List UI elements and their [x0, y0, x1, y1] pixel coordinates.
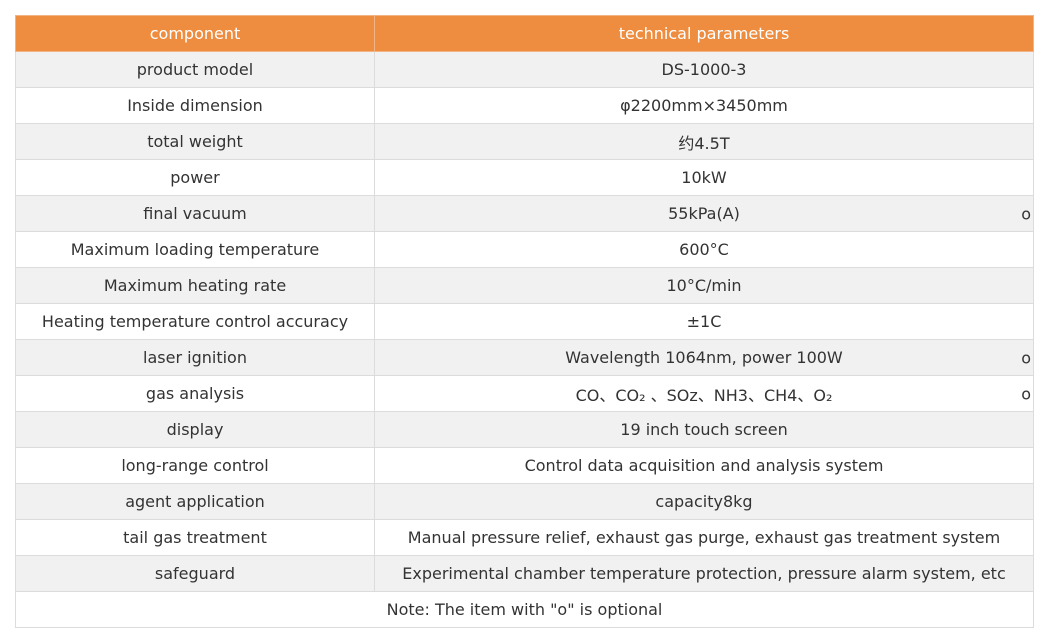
parameter-cell: Manual pressure relief, exhaust gas purg…: [374, 519, 1034, 556]
parameter-value: 600°C: [679, 240, 729, 259]
component-cell: product model: [15, 51, 375, 88]
parameter-value: 10°C/min: [666, 276, 742, 295]
parameter-value: 约4.5T: [678, 133, 730, 153]
optional-note: Note: The item with "o" is optional: [15, 591, 1034, 628]
table-row: display 19 inch touch screen: [15, 411, 1034, 448]
optional-marker: o: [1021, 348, 1031, 367]
parameter-cell: 19 inch touch screen: [374, 411, 1034, 448]
parameter-cell: Wavelength 1064nm, power 100W o: [374, 339, 1034, 376]
table-row: Inside dimension φ2200mm×3450mm: [15, 87, 1034, 124]
table-row: long-range control Control data acquisiti…: [15, 447, 1034, 484]
parameter-cell: Control data acquisition and analysis sy…: [374, 447, 1034, 484]
table-row: gas analysis CO、CO₂ 、SOz、NH3、CH4、O₂ o: [15, 375, 1034, 412]
table-row: power 10kW: [15, 159, 1034, 196]
component-cell: long-range control: [15, 447, 375, 484]
note-row: Note: The item with "o" is optional: [15, 591, 1034, 628]
component-cell: laser ignition: [15, 339, 375, 376]
parameter-cell: 10kW: [374, 159, 1034, 196]
parameter-cell: φ2200mm×3450mm: [374, 87, 1034, 124]
parameter-value: 55kPa(A): [668, 204, 740, 223]
component-cell: gas analysis: [15, 375, 375, 412]
component-cell: power: [15, 159, 375, 196]
table-row: Heating temperature control accuracy ±1C: [15, 303, 1034, 340]
parameter-cell: 55kPa(A) o: [374, 195, 1034, 232]
table-row: tail gas treatment Manual pressure relief…: [15, 519, 1034, 556]
component-cell: display: [15, 411, 375, 448]
component-cell: total weight: [15, 123, 375, 160]
table-row: safeguard Experimental chamber temperatur…: [15, 555, 1034, 592]
parameter-value: Control data acquisition and analysis sy…: [524, 456, 884, 475]
spec-table-container: component technical parameters product m…: [15, 15, 1034, 628]
parameter-value: 10kW: [681, 168, 727, 187]
parameter-cell: DS-1000-3: [374, 51, 1034, 88]
parameter-value: capacity8kg: [655, 492, 753, 511]
table-row: product model DS-1000-3: [15, 51, 1034, 88]
optional-marker: o: [1021, 204, 1031, 223]
table-row: total weight 约4.5T: [15, 123, 1034, 160]
parameter-cell: CO、CO₂ 、SOz、NH3、CH4、O₂ o: [374, 375, 1034, 412]
parameter-cell: 600°C: [374, 231, 1034, 268]
component-cell: agent application: [15, 483, 375, 520]
header-component: component: [15, 15, 375, 52]
table-row: agent application capacity8kg: [15, 483, 1034, 520]
component-cell: Maximum heating rate: [15, 267, 375, 304]
table-row: laser ignition Wavelength 1064nm, power 1…: [15, 339, 1034, 376]
parameter-cell: 10°C/min: [374, 267, 1034, 304]
parameter-cell: ±1C: [374, 303, 1034, 340]
component-cell: final vacuum: [15, 195, 375, 232]
component-cell: tail gas treatment: [15, 519, 375, 556]
table-row: Maximum heating rate 10°C/min: [15, 267, 1034, 304]
parameter-value: 19 inch touch screen: [620, 420, 788, 439]
parameter-value: Manual pressure relief, exhaust gas purg…: [407, 528, 1001, 547]
table-body: product model DS-1000-3 Inside dimension φ2…: [15, 51, 1034, 628]
parameter-cell: 约4.5T: [374, 123, 1034, 160]
parameter-value: Wavelength 1064nm, power 100W: [565, 348, 843, 367]
parameter-value: φ2200mm×3450mm: [620, 96, 788, 115]
parameter-value: ±1C: [686, 312, 722, 331]
table-header-row: component technical parameters: [15, 15, 1034, 52]
component-cell: Maximum loading temperature: [15, 231, 375, 268]
spec-table: component technical parameters product m…: [15, 15, 1034, 628]
component-cell: safeguard: [15, 555, 375, 592]
parameter-value: DS-1000-3: [661, 60, 747, 79]
table-row: final vacuum 55kPa(A) o: [15, 195, 1034, 232]
optional-marker: o: [1021, 384, 1031, 403]
component-cell: Inside dimension: [15, 87, 375, 124]
table-row: Maximum loading temperature 600°C: [15, 231, 1034, 268]
header-technical-parameters: technical parameters: [374, 15, 1034, 52]
parameter-value: CO、CO₂ 、SOz、NH3、CH4、O₂: [575, 385, 833, 405]
parameter-value: Experimental chamber temperature protect…: [402, 564, 1006, 583]
parameter-cell: capacity8kg: [374, 483, 1034, 520]
parameter-cell: Experimental chamber temperature protect…: [374, 555, 1034, 592]
component-cell: Heating temperature control accuracy: [15, 303, 375, 340]
